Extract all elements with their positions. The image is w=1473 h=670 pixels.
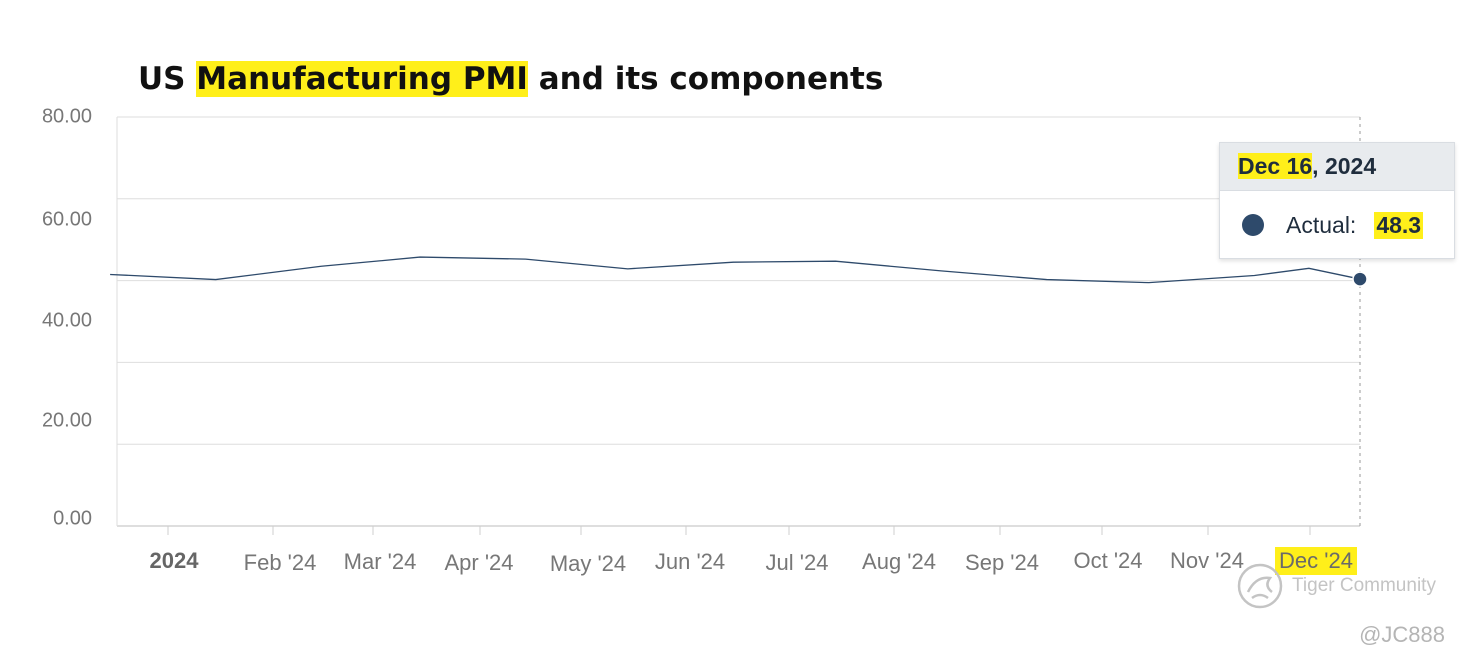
x-tick-label: Mar '24 — [344, 549, 417, 574]
title-prefix: US — [138, 61, 197, 97]
x-tick-label: Apr '24 — [444, 550, 513, 575]
tooltip-date: Dec 16, 2024 — [1220, 143, 1454, 191]
y-tick-label: 20.00 — [42, 409, 92, 431]
x-tick-label: May '24 — [550, 551, 626, 576]
tooltip-row: Actual: 48.3 — [1220, 191, 1454, 259]
title-highlight: Manufacturing PMI — [196, 61, 528, 97]
tooltip-date-rest: , 2024 — [1312, 153, 1377, 179]
tiger-community-watermark: Tiger Community — [1236, 562, 1436, 610]
x-tick-label: Aug '24 — [862, 549, 936, 574]
series-dot-icon — [1242, 214, 1264, 236]
tooltip-date-highlight: Dec 16 — [1238, 153, 1313, 179]
y-tick-label: 80.00 — [42, 105, 92, 127]
tooltip-value: 48.3 — [1374, 211, 1424, 239]
x-tick-label: Jul '24 — [766, 550, 829, 575]
x-tick-highlight — [1275, 547, 1357, 575]
x-axis: 2024 Feb '24 Mar '24 Apr '24 May '24 Jun '24 J… — [150, 526, 1357, 576]
y-tick-label: 60.00 — [42, 208, 92, 230]
data-tooltip: Dec 16, 2024 Actual: 48.3 — [1219, 142, 1455, 259]
tooltip-series-label: Actual: — [1286, 211, 1357, 238]
chart-title: US Manufacturing PMI and its components — [124, 56, 894, 102]
series-actual — [110, 256, 1368, 287]
x-tick-label: Feb '24 — [244, 550, 317, 575]
y-tick-label: 40.00 — [42, 309, 92, 331]
watermark-brand: Tiger Community — [1292, 575, 1436, 596]
x-tick-label: Nov '24 — [1170, 548, 1244, 573]
y-axis: 0.00 20.00 40.00 60.00 80.00 — [42, 105, 92, 529]
x-tick-label: Dec '24 — [1279, 548, 1353, 573]
chart-gridlines — [116, 116, 1361, 527]
x-tick-label: Oct '24 — [1073, 548, 1142, 573]
y-tick-label: 0.00 — [53, 507, 92, 529]
x-tick-label: Sep '24 — [965, 550, 1039, 575]
series-line — [110, 256, 1361, 284]
x-tick-label: Jun '24 — [655, 549, 725, 574]
tiger-logo-icon — [1237, 563, 1283, 609]
title-suffix: and its components — [527, 61, 884, 97]
watermark-handle: @JC888 — [1359, 622, 1445, 647]
hover-point — [1352, 271, 1368, 287]
x-tick-label: 2024 — [150, 548, 200, 573]
